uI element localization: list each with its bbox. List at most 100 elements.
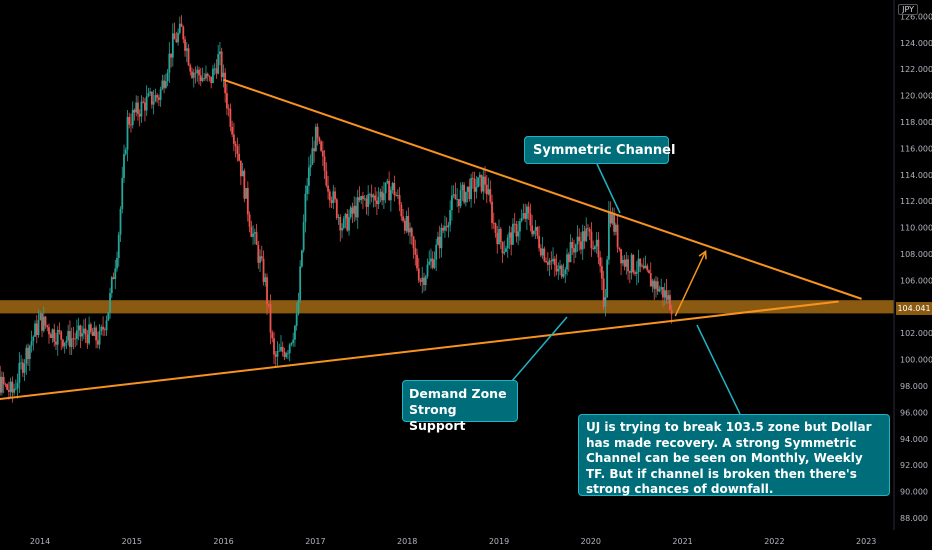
candle-body <box>372 195 375 198</box>
candle-body <box>135 102 138 113</box>
candle-body <box>23 363 26 373</box>
candle-body <box>250 226 253 237</box>
candle-body <box>37 320 40 335</box>
strong-support-text: Strong Support <box>409 402 466 433</box>
x-tick-label: 2022 <box>764 537 784 546</box>
candle-body <box>63 342 66 347</box>
y-tick-label: 122.000 <box>900 65 932 74</box>
x-tick-label: 2023 <box>856 537 876 546</box>
time-axis[interactable]: 2014 2015 2016 2017 2018 2019 2020 2021 2022 2023 <box>30 537 877 546</box>
demand-zone-callout[interactable]: Demand Zone Strong Support <box>402 380 518 433</box>
candle-body <box>100 326 103 332</box>
candle-body <box>459 190 462 207</box>
candle-body <box>81 333 84 337</box>
candle-body <box>27 347 29 360</box>
upper-trendline[interactable] <box>223 78 862 300</box>
x-tick-label: 2019 <box>489 537 509 546</box>
candle-body <box>391 182 394 190</box>
candle-body <box>325 171 328 186</box>
price-axis[interactable]: 88.000 90.000 92.000 94.000 96.000 98.000 100.… <box>900 12 932 523</box>
candle-body <box>473 178 476 192</box>
projection-arrow[interactable] <box>674 251 707 317</box>
demand-zone-text: Demand Zone <box>409 386 507 401</box>
candle-body <box>74 338 77 340</box>
candle-body <box>583 231 586 242</box>
candle-body <box>252 233 254 237</box>
candle-body <box>51 329 54 338</box>
candlestick-series <box>0 15 673 403</box>
candle-body <box>241 170 244 177</box>
candle-body <box>86 334 89 344</box>
candle-body <box>232 134 235 144</box>
x-tick-label: 2016 <box>213 537 233 546</box>
candle-body <box>201 77 204 82</box>
candle-body <box>212 68 214 84</box>
trendlines <box>0 78 862 415</box>
candle-body <box>475 187 478 192</box>
candle-body <box>156 95 159 98</box>
analysis-note-text: UJ is trying to break 103.5 zone but Dol… <box>586 420 872 496</box>
candle-body <box>574 244 577 253</box>
candle-body <box>246 188 249 215</box>
candle-body <box>56 330 59 345</box>
candle-body <box>314 126 317 152</box>
candle-body <box>651 280 654 287</box>
candle-body <box>65 340 68 343</box>
x-tick-label: 2015 <box>122 537 142 546</box>
candle-body <box>398 195 401 205</box>
candle-body <box>271 332 274 339</box>
candle-body <box>93 327 96 336</box>
lower-trendline[interactable] <box>0 300 839 402</box>
candle-body <box>648 270 650 274</box>
symmetric-channel-callout[interactable]: Symmetric Channel <box>524 136 675 164</box>
candle-body <box>451 195 453 211</box>
candle-body <box>151 91 153 105</box>
y-tick-label: 98.000 <box>900 382 928 391</box>
candle-body <box>245 188 247 199</box>
candle-body <box>611 214 614 224</box>
candle-body <box>454 194 457 200</box>
candle-body <box>389 189 392 201</box>
candle-body <box>262 258 265 282</box>
candle-body <box>594 246 596 250</box>
candle-body <box>11 381 14 393</box>
symmetric-channel-text: Symmetric Channel <box>533 143 676 158</box>
candle-body <box>18 362 21 383</box>
candle-body <box>180 23 183 27</box>
candle-body <box>463 184 466 203</box>
candle-body <box>133 109 136 113</box>
candle-body <box>121 177 124 209</box>
candle-body <box>276 351 279 357</box>
note-callout-pointer <box>696 324 741 415</box>
candle-body <box>82 328 85 334</box>
candle-body <box>110 277 113 294</box>
y-tick-label: 88.000 <box>900 514 928 523</box>
candle-body <box>623 259 626 267</box>
candle-body <box>470 178 472 200</box>
candle-body <box>301 250 303 267</box>
y-tick-label: 106.000 <box>900 276 932 285</box>
candle-body <box>219 51 221 55</box>
candle-body <box>519 221 521 232</box>
analysis-note-callout[interactable]: UJ is trying to break 103.5 zone but Dol… <box>578 414 890 496</box>
y-tick-label: 100.000 <box>900 356 932 365</box>
candle-body <box>323 156 326 172</box>
candle-body <box>587 228 589 230</box>
candle-body <box>173 33 176 40</box>
candle-body <box>492 223 495 224</box>
candle-body <box>529 213 532 226</box>
candle-body <box>112 277 115 279</box>
candle-body <box>560 265 563 277</box>
candle-body <box>634 272 636 274</box>
candle-body <box>630 254 633 273</box>
candle-body <box>177 32 179 43</box>
candle-body <box>316 126 319 138</box>
candle-body <box>494 223 497 233</box>
candle-body <box>239 160 242 177</box>
candle-body <box>76 330 78 339</box>
candle-body <box>632 254 635 273</box>
candle-body <box>660 287 663 290</box>
candle-body <box>496 232 499 245</box>
candle-body <box>138 113 141 117</box>
